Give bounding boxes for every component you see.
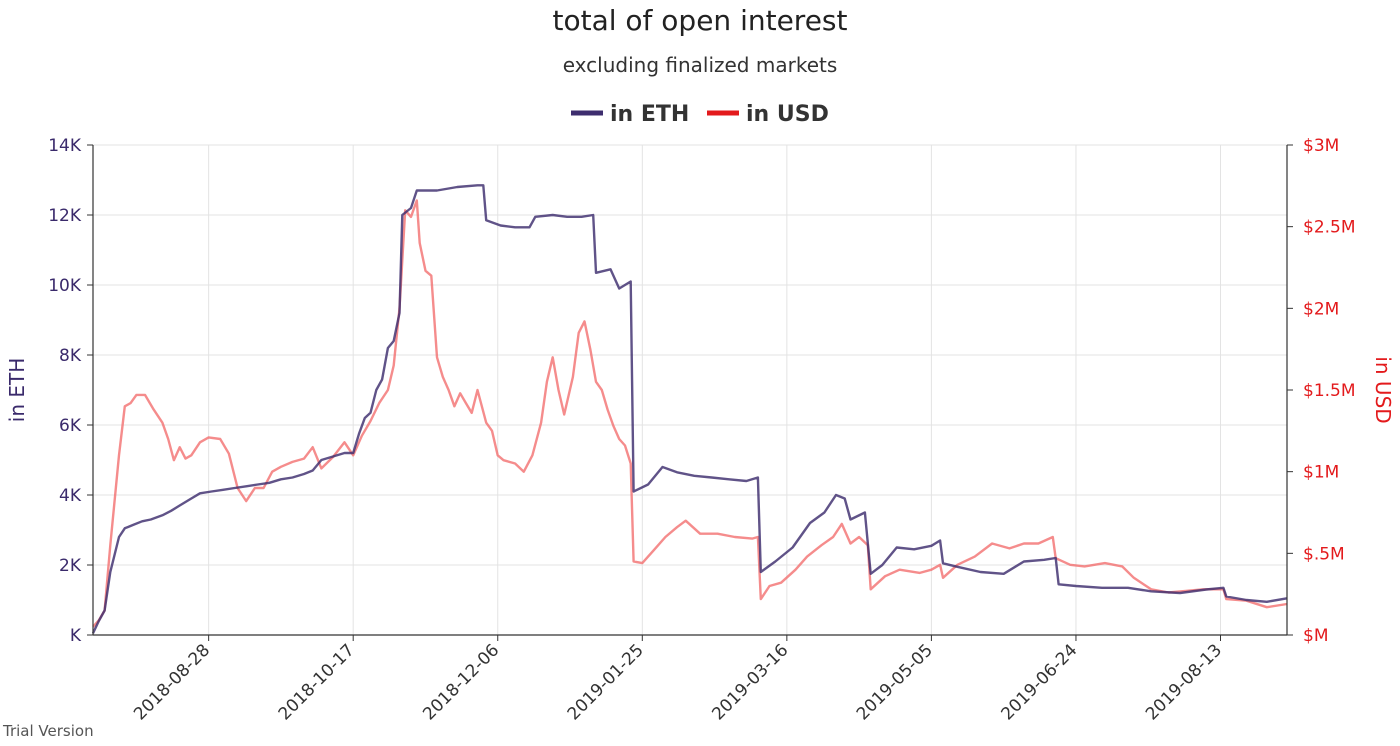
x-tick-label: 2019-03-16: [708, 640, 792, 724]
chart-title: total of open interest: [552, 4, 847, 37]
x-tick-label: 2019-01-25: [564, 640, 648, 724]
right-tick-label: $.5M: [1303, 544, 1345, 564]
left-tick-label: 12K: [48, 206, 82, 226]
right-axis-ticks: $M $.5M $1M $1.5M $2M $2.5M $3M: [1287, 136, 1356, 646]
left-tick-label: 2K: [59, 556, 82, 576]
legend[interactable]: in ETH in USD: [571, 102, 829, 127]
chart-subtitle: excluding finalized markets: [563, 53, 838, 77]
left-tick-label: 6K: [59, 416, 82, 436]
right-tick-label: $M: [1303, 626, 1328, 646]
series-line-eth: [91, 184, 1288, 634]
series-line-usd: [92, 199, 1288, 628]
x-tick-label: 2018-08-28: [130, 640, 214, 724]
legend-label-usd[interactable]: in USD: [746, 102, 829, 127]
axes: [92, 145, 1288, 636]
x-tick-label: 2018-12-06: [419, 640, 503, 724]
x-axis-ticks: 2018-08-28 2018-10-17 2018-12-06 2019-01-25…: [130, 635, 1226, 724]
right-tick-label: $1M: [1303, 463, 1339, 483]
x-tick-label: 2019-05-05: [853, 640, 937, 724]
left-tick-label: 8K: [59, 346, 82, 366]
left-tick-label: 10K: [48, 276, 82, 296]
right-axis-title: in USD: [1371, 356, 1395, 423]
x-tick-label: 2018-10-17: [275, 640, 359, 724]
left-axis-ticks: K 2K 4K 6K 8K 10K 12K 14K: [48, 136, 93, 646]
trial-version-watermark: Trial Version: [3, 722, 94, 740]
x-tick-label: 2019-08-13: [1142, 640, 1226, 724]
left-tick-label: 4K: [59, 486, 82, 506]
series-layer: [91, 184, 1288, 634]
left-tick-label: 14K: [48, 136, 82, 156]
right-tick-label: $3M: [1303, 136, 1339, 156]
right-tick-label: $2.5M: [1303, 218, 1356, 238]
left-axis-title: in ETH: [5, 358, 29, 422]
x-tick-label: 2019-06-24: [997, 640, 1081, 724]
left-tick-label: K: [70, 626, 82, 646]
right-tick-label: $2M: [1303, 299, 1339, 319]
legend-label-eth[interactable]: in ETH: [610, 102, 689, 127]
right-tick-label: $1.5M: [1303, 381, 1356, 401]
gridlines: [93, 144, 1287, 636]
